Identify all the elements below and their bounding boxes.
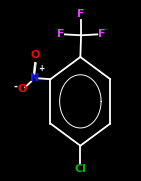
Text: F: F [77, 9, 85, 19]
Text: +: + [38, 64, 44, 73]
Text: O: O [18, 84, 27, 94]
Text: F: F [57, 29, 64, 39]
Text: -: - [14, 81, 18, 91]
Text: Cl: Cl [74, 164, 86, 174]
Text: O: O [31, 50, 40, 60]
Text: N: N [30, 73, 39, 83]
Text: F: F [98, 29, 105, 39]
